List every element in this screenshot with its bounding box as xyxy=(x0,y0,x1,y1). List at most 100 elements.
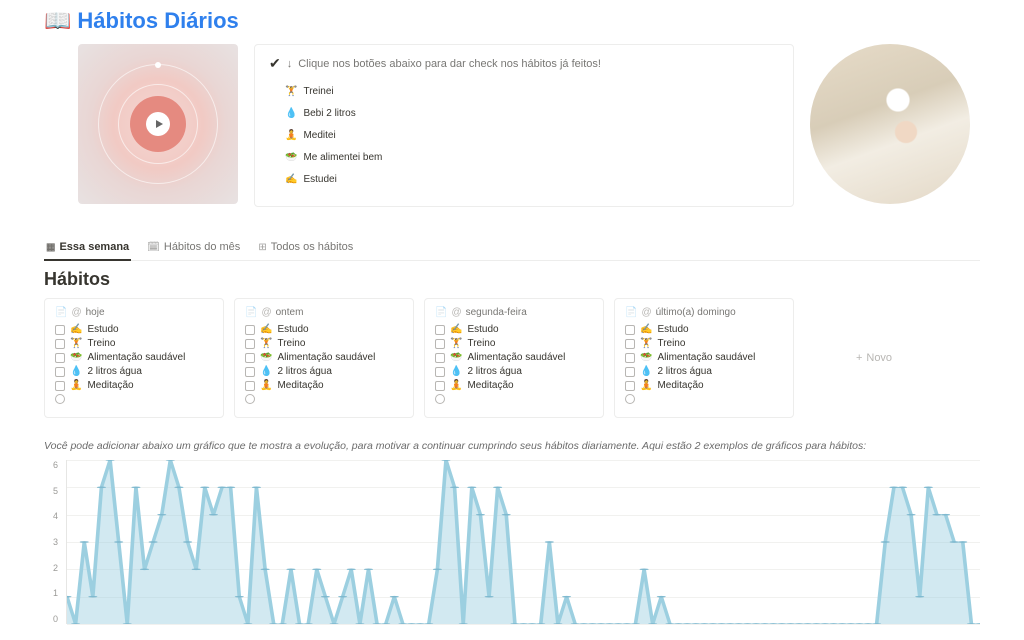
tab-essa-semana[interactable]: ▦Essa semana xyxy=(44,237,131,261)
chart-point xyxy=(726,623,735,624)
task-row[interactable]: 🥗Alimentação saudável xyxy=(435,352,593,363)
habit-button[interactable]: 💧Bebi 2 litros xyxy=(285,104,779,123)
habit-button-label: Me alimentei bem xyxy=(303,152,382,163)
task-row[interactable]: 💧2 litros água xyxy=(55,366,213,377)
task-row[interactable]: 🥗Alimentação saudável xyxy=(245,352,403,363)
page-title: 📖 Hábitos Diários xyxy=(44,8,980,34)
habit-emoji-icon: 🏋️ xyxy=(285,86,297,97)
task-row[interactable]: 🏋️Treino xyxy=(435,338,593,349)
checkbox-round-icon[interactable] xyxy=(435,394,445,404)
chart-point xyxy=(760,623,769,624)
task-emoji-icon: 🏋️ xyxy=(260,338,272,349)
book-icon: 📖 xyxy=(44,8,71,34)
habit-button[interactable]: 🏋️Treinei xyxy=(285,82,779,101)
checkbox-icon[interactable] xyxy=(435,325,445,335)
task-row[interactable]: 🥗Alimentação saudável xyxy=(55,352,213,363)
checkbox-icon[interactable] xyxy=(435,339,445,349)
checkbox-icon[interactable] xyxy=(625,353,635,363)
chart-point xyxy=(657,596,666,598)
task-emoji-icon: 🥗 xyxy=(640,352,652,363)
task-row[interactable]: 🧘Meditação xyxy=(435,380,593,391)
chart-point xyxy=(433,569,442,571)
task-row[interactable]: 💧2 litros água xyxy=(625,366,783,377)
chart-point xyxy=(407,623,416,624)
task-label: Treino xyxy=(277,338,305,349)
checkbox-icon[interactable] xyxy=(245,339,255,349)
checkbox-icon[interactable] xyxy=(55,339,65,349)
chart-point xyxy=(467,487,476,489)
checkbox-round-icon[interactable] xyxy=(245,394,255,404)
plus-icon: + xyxy=(856,352,862,364)
play-icon[interactable] xyxy=(146,112,170,136)
task-row-empty[interactable] xyxy=(245,394,403,404)
habit-card[interactable]: 📄@último(a) domingo✍️Estudo🏋️Treino🥗Alim… xyxy=(614,298,794,418)
task-row-empty[interactable] xyxy=(55,394,213,404)
checkbox-round-icon[interactable] xyxy=(625,394,635,404)
checkbox-icon[interactable] xyxy=(55,381,65,391)
habit-button[interactable]: 🥗Me alimentei bem xyxy=(285,148,779,167)
task-row-empty[interactable] xyxy=(435,394,593,404)
chart-point xyxy=(708,623,717,624)
chart-point xyxy=(975,623,980,624)
task-emoji-icon: 🧘 xyxy=(260,380,272,391)
task-emoji-icon: 🏋️ xyxy=(640,338,652,349)
chart-point xyxy=(235,596,244,598)
task-row[interactable]: 💧2 litros água xyxy=(245,366,403,377)
chart-point xyxy=(476,514,485,516)
task-row[interactable]: 🧘Meditação xyxy=(625,380,783,391)
task-row[interactable]: ✍️Estudo xyxy=(625,324,783,335)
task-row[interactable]: ✍️Estudo xyxy=(245,324,403,335)
checkbox-icon[interactable] xyxy=(245,367,255,377)
chart-point xyxy=(261,569,270,571)
checkbox-icon[interactable] xyxy=(245,381,255,391)
chart-point xyxy=(907,514,916,516)
tab-todos-os-hábitos[interactable]: ⊞Todos os hábitos xyxy=(256,237,355,261)
checkbox-icon[interactable] xyxy=(55,325,65,335)
checkbox-icon[interactable] xyxy=(245,353,255,363)
task-row-empty[interactable] xyxy=(625,394,783,404)
checkbox-icon[interactable] xyxy=(435,353,445,363)
tab-hábitos-do-mês[interactable]: 🗓Hábitos do mês xyxy=(145,237,242,261)
task-row[interactable]: ✍️Estudo xyxy=(55,324,213,335)
checkbox-icon[interactable] xyxy=(625,367,635,377)
chart-point xyxy=(881,541,890,543)
chart-point xyxy=(751,623,760,624)
task-row[interactable]: 💧2 litros água xyxy=(435,366,593,377)
habit-card[interactable]: 📄@ontem✍️Estudo🏋️Treino🥗Alimentação saud… xyxy=(234,298,414,418)
checkbox-icon[interactable] xyxy=(435,367,445,377)
habit-button[interactable]: 🧘Meditei xyxy=(285,126,779,145)
chart-point xyxy=(812,623,821,624)
task-row[interactable]: 🧘 Meditação xyxy=(245,380,403,391)
chart-point xyxy=(889,487,898,489)
task-row[interactable]: ✍️Estudo xyxy=(435,324,593,335)
task-row[interactable]: 🥗Alimentação saudável xyxy=(625,352,783,363)
task-row[interactable]: 🧘Meditação xyxy=(55,380,213,391)
task-row[interactable]: 🏋️ Treino xyxy=(245,338,403,349)
habit-card[interactable]: 📄@hoje✍️Estudo🏋️Treino🥗Alimentação saudá… xyxy=(44,298,224,418)
checkbox-icon[interactable] xyxy=(55,353,65,363)
checkbox-icon[interactable] xyxy=(435,381,445,391)
task-row[interactable]: 🏋️Treino xyxy=(625,338,783,349)
chart-point xyxy=(743,623,752,624)
chart-point xyxy=(166,460,175,461)
checkbox-icon[interactable] xyxy=(625,339,635,349)
habit-button[interactable]: ✍️Estudei xyxy=(285,170,779,189)
chart-point xyxy=(485,596,494,598)
chart-point xyxy=(820,623,829,624)
task-label: Meditação xyxy=(277,380,323,391)
checkbox-icon[interactable] xyxy=(55,367,65,377)
habit-card[interactable]: 📄@segunda-feira✍️Estudo🏋️Treino🥗Alimenta… xyxy=(424,298,604,418)
checkbox-icon[interactable] xyxy=(625,325,635,335)
task-label: Treino xyxy=(87,338,115,349)
checkbox-icon[interactable] xyxy=(625,381,635,391)
new-card-button[interactable]: +Novo xyxy=(804,298,944,418)
checkbox-icon[interactable] xyxy=(245,325,255,335)
chart-point xyxy=(321,596,330,598)
chart-point xyxy=(674,623,683,624)
task-row[interactable]: 🏋️Treino xyxy=(55,338,213,349)
music-widget[interactable] xyxy=(78,44,238,204)
checkbox-round-icon[interactable] xyxy=(55,394,65,404)
tab-label: Essa semana xyxy=(59,241,129,253)
chart-point xyxy=(898,487,907,489)
chart-point xyxy=(528,623,537,624)
